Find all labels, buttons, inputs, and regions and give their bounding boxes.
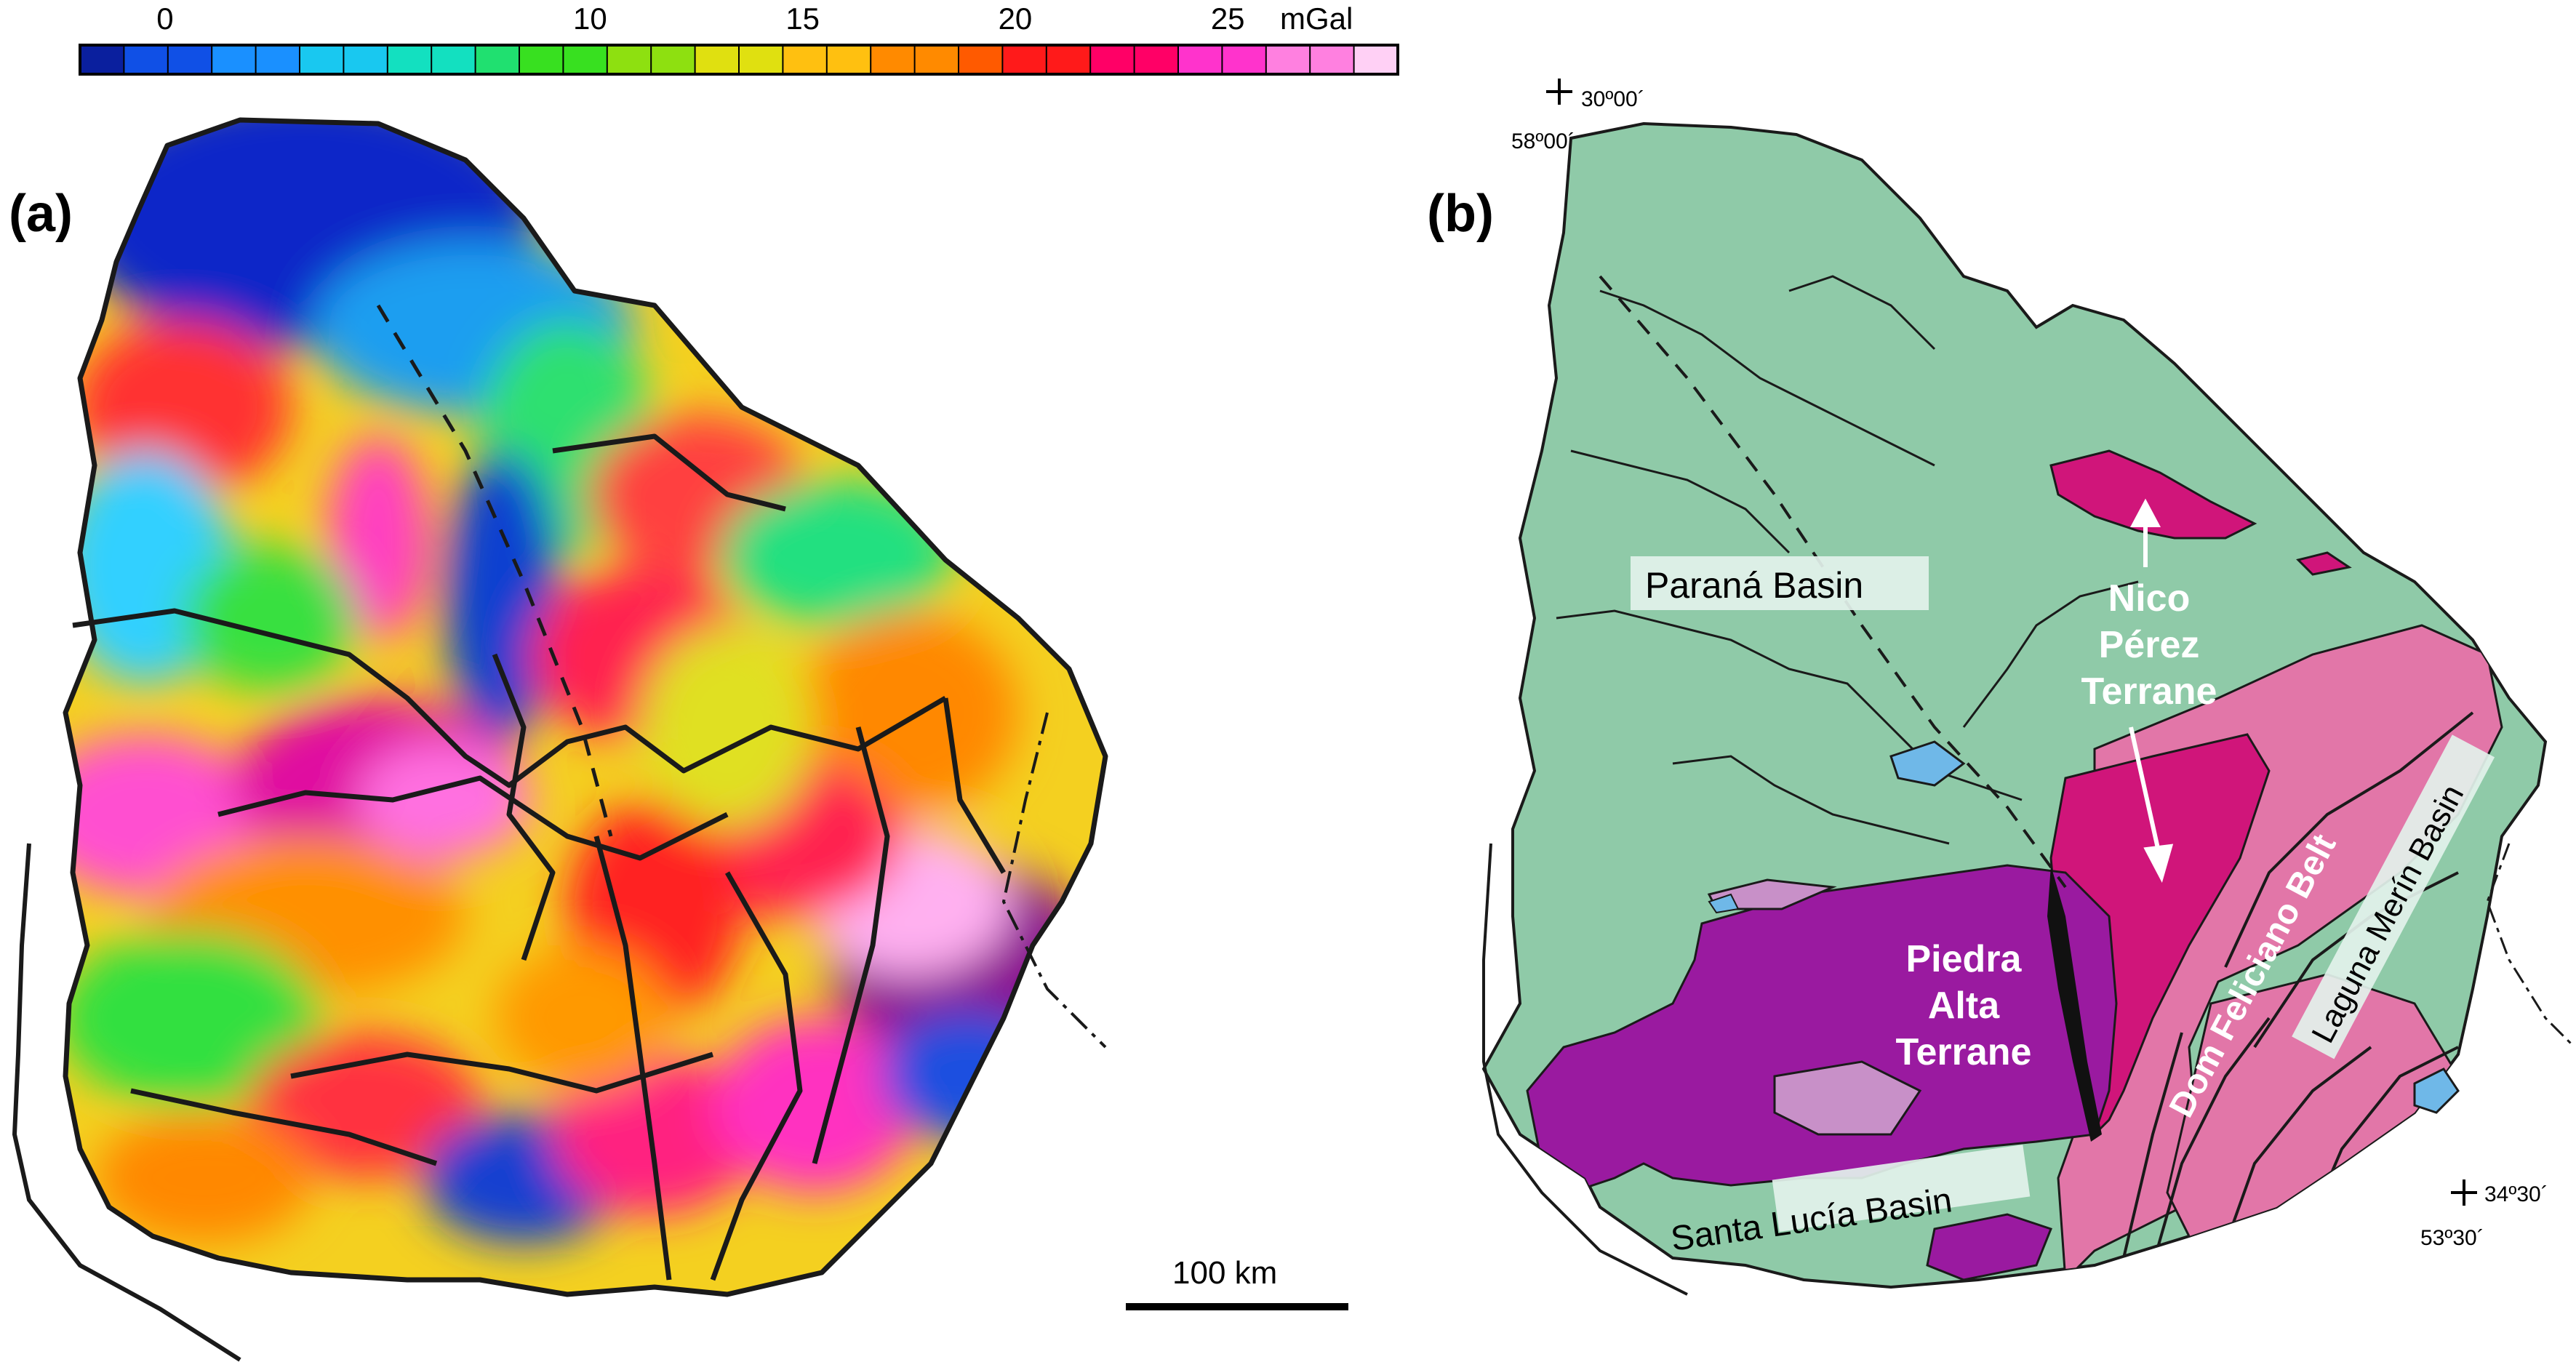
coord-nw-lat: 30º00´ [1581,87,1645,111]
geological-contacts [63,117,1108,1297]
colorbar-cell [211,44,257,75]
colorbar-cell [386,44,433,75]
colorbar-cell [913,44,960,75]
border-dashdot-b [2486,843,2576,1049]
colorbar-cell [782,44,828,75]
border-dashdot [1001,712,1107,1049]
crosshair-icon [2451,1179,2477,1206]
piedra-alta-south-region [1926,1213,2052,1281]
label-parana-basin: Paraná Basin [1645,565,1863,606]
colorbar-cell [650,44,697,75]
colorbar-cell [1265,44,1311,75]
sarandi-del-yi-shear-zone [2047,865,2102,1142]
panel-a-label: (a) [9,185,73,243]
colorbar-cell [562,44,609,75]
river-plate-coast-a [12,843,241,1362]
label-box-parana: Paraná Basin [1631,556,1929,610]
fault-line-dashed [376,304,613,837]
colorbar-cell [299,44,345,75]
coord-se-lat: 34º30´ [2484,1182,2548,1206]
colorbar-cell [79,44,125,75]
label-nico-perez-line1: Nico [2108,577,2191,620]
label-nico-perez: Nico Pérez Terrane [2081,577,2217,713]
colorbar-cell [255,44,301,75]
colorbar-cell [343,44,389,75]
colorbar-gradient [79,44,1399,75]
colorbar-cell [167,44,213,75]
label-piedra-alta-line2: Alta [1928,985,2000,1027]
coordinate-marker-nw: 30º00´ 58º00´ [1511,79,1645,153]
colorbar-frame [79,44,1399,76]
colorbar-tick-label: 25 [1211,1,1245,36]
reservoir-water [1889,740,1966,787]
colorbar-cell [1045,44,1092,75]
colorbar-cell [1353,44,1399,75]
colorbar-cell [1001,44,1048,75]
colorbar-cell [870,44,916,75]
label-piedra-alta-line1: Piedra [1906,938,2023,980]
coord-se-lon: 53º30´ [2420,1226,2484,1250]
coord-nw-lon: 58º00´ [1511,129,1575,153]
colorbar-unit-label: mGal [1280,1,1353,36]
colorbar-cell [1177,44,1223,75]
label-piedra-alta-line3: Terrane [1896,1031,2032,1073]
panel-b-label: (b) [1427,185,1494,243]
scale-bar-label: 100 km [1172,1255,1277,1291]
colorbar-cell [958,44,1004,75]
arrows [2129,498,2174,884]
crosshair-icon [1546,79,1572,105]
small-lake-water [1708,893,1740,914]
colorbar-cell [825,44,872,75]
nico-perez-north-region [2049,449,2257,540]
fault-line-dashed-b [1599,275,2067,889]
label-nico-perez-line2: Pérez [2099,624,2200,666]
colorbar-cell [1221,44,1268,75]
colorbar-ticks: 0 10 15 20 25 [156,1,1244,36]
scale-bar: 100 km [1126,1255,1348,1310]
anomaly-field [65,120,1091,1243]
colorbar-cell [694,44,740,75]
minor-unit-region [1773,1060,1922,1136]
colorbar-tick-label: 0 [156,1,173,36]
colorbar-tick-label: 15 [785,1,820,36]
colorbar-tick-label: 10 [573,1,607,36]
river-plate-coast-b [1482,843,1688,1296]
colorbar-cell [474,44,521,75]
scale-bar-line [1126,1303,1348,1310]
colorbar-cell [1089,44,1136,75]
geological-map: Paraná Basin Nico Pérez Terrane Piedra A… [1481,121,2576,1296]
colorbar-cell [123,44,169,75]
colorbar-cell [431,44,477,75]
rivers [1556,275,2139,845]
colorbar-cell [738,44,784,75]
colorbar-cell [1133,44,1180,75]
label-nico-perez-line3: Terrane [2081,670,2217,713]
colorbar-cell [1309,44,1356,75]
colorbar-tick-label: 20 [999,1,1033,36]
label-piedra-alta: Piedra Alta Terrane [1896,938,2032,1073]
colorbar-cell [519,44,564,75]
nico-perez-small-region [2296,551,2352,576]
colorbar: 0 10 15 20 25 mGal [79,1,1399,76]
lagoon-water [2413,1067,2460,1114]
colorbar-cell [606,44,652,75]
gravity-anomaly-map [12,117,1108,1362]
coordinate-marker-se: 34º30´ 53º30´ [2420,1179,2548,1250]
